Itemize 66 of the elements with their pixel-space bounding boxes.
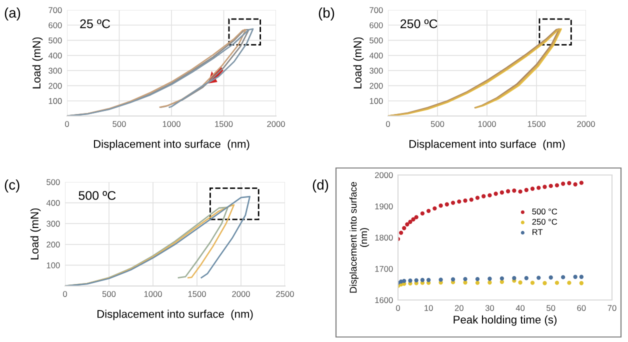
- x-tick-label: 1500: [188, 291, 206, 297]
- y-tick-label: 400: [369, 52, 383, 59]
- y-tick-label: 300: [46, 220, 60, 227]
- y-axis-title: Load (mN): [30, 208, 41, 260]
- x-tick-label: 50: [546, 305, 556, 311]
- y-tick-label: 100: [370, 98, 383, 104]
- y-tick-label: 2000: [375, 172, 393, 178]
- legend-label: 250 °C: [532, 218, 558, 225]
- x-tick-label: 0: [65, 121, 69, 127]
- x-tick-label: 70: [608, 305, 616, 311]
- y-tick-label: 300: [370, 68, 383, 74]
- text: (b): [318, 8, 334, 20]
- y-tick-label: 500: [48, 37, 62, 44]
- y-tick-label: 100: [48, 98, 62, 104]
- y-axis-title: Load (mN): [32, 37, 43, 88]
- y-tick-label: 1800: [375, 234, 393, 241]
- x-tick-label: 1500: [215, 121, 233, 127]
- x-tick-label: 500: [112, 121, 126, 127]
- x-axis-title: Peak holding time (s): [454, 315, 556, 326]
- x-tick-label: 0: [396, 305, 400, 311]
- annotation: 25 ºC: [80, 19, 110, 28]
- x-tick-label: 2000: [577, 121, 595, 127]
- y-tick-label: 500: [46, 179, 60, 186]
- x-tick-label: 1000: [162, 121, 180, 127]
- x-tick-label: 1000: [144, 291, 162, 297]
- x-tick-label: 60: [577, 305, 586, 311]
- x-tick-label: 1500: [528, 121, 546, 127]
- x-axis-title: Displacement into surface (nm): [97, 310, 253, 320]
- y-tick-label: 300: [48, 68, 62, 74]
- x-tick-label: 2500: [276, 291, 294, 297]
- legend-label: RT: [532, 229, 543, 235]
- legend-label: 500 °C: [532, 208, 558, 214]
- text: (c): [4, 180, 20, 192]
- x-tick-label: 500: [102, 291, 116, 297]
- x-axis-title: Displacement into surface (nm): [409, 140, 565, 150]
- annotation: 500 ºC: [78, 191, 116, 200]
- y-tick-label: 500: [370, 37, 383, 44]
- x-tick-label: 0: [386, 121, 390, 127]
- x-axis-title: Displacement into surface (nm): [94, 140, 250, 150]
- y-tick-label: 600: [48, 22, 62, 28]
- y-tick-label: 600: [370, 22, 383, 28]
- text: (d): [312, 180, 328, 192]
- x-tick-label: 20: [454, 305, 464, 311]
- y-tick-label: 1600: [375, 297, 393, 304]
- x-tick-label: 30: [485, 305, 494, 311]
- x-tick-label: 2000: [232, 291, 250, 297]
- y-tick-label: 1900: [375, 203, 393, 210]
- x-tick-label: 2000: [267, 121, 285, 127]
- y-axis-title: Displacement into surface (nm): [350, 182, 370, 293]
- y-tick-label: 700: [370, 7, 383, 14]
- y-tick-label: 400: [48, 52, 62, 59]
- y-tick-label: 1700: [375, 266, 393, 272]
- y-tick-label: 200: [370, 82, 383, 89]
- y-tick-label: 200: [48, 82, 62, 89]
- y-tick-label: 700: [48, 7, 62, 14]
- x-tick-label: 500: [430, 121, 444, 127]
- text: (a): [4, 8, 20, 20]
- x-tick-label: 1000: [478, 121, 496, 127]
- y-tick-label: 100: [46, 262, 60, 268]
- y-axis-title: Load (mN): [353, 37, 364, 88]
- y-tick-label: 400: [46, 200, 60, 206]
- x-tick-label: 40: [516, 305, 525, 311]
- y-tick-label: 200: [46, 242, 60, 248]
- x-tick-label: 0: [63, 291, 67, 297]
- annotation: 250 ºC: [400, 19, 438, 28]
- x-tick-label: 10: [424, 305, 433, 311]
